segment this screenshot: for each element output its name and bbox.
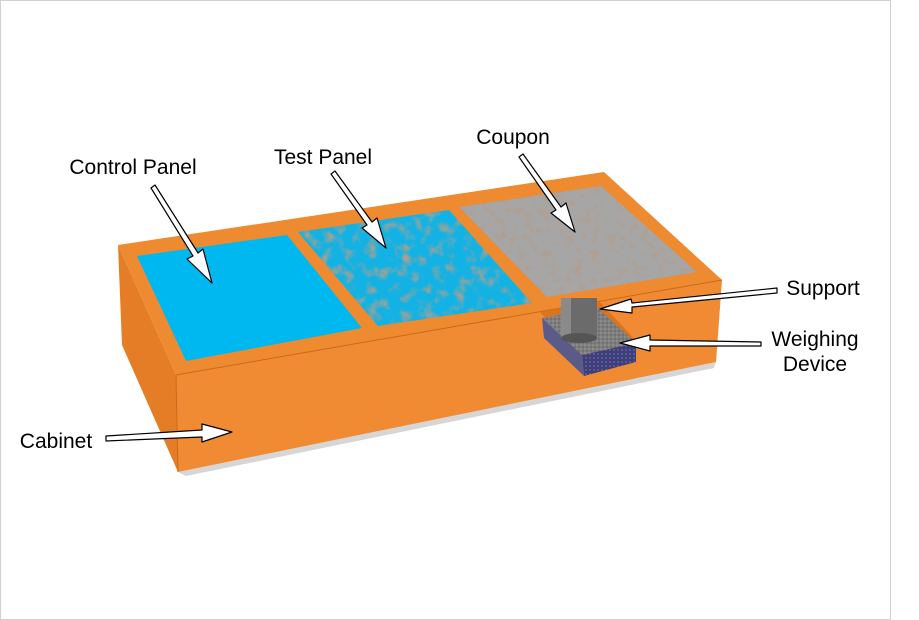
test-panel-corrosion [298, 210, 532, 326]
control-panel-arrow [150, 184, 213, 284]
coupon-arrow [518, 153, 576, 233]
test-panel [298, 210, 532, 326]
control-panel-surface [137, 235, 362, 361]
cabinet-shadow [178, 362, 716, 476]
cabinet-arrow [105, 423, 233, 443]
weighing-device-base [582, 343, 636, 376]
weighing-device-arrow [619, 334, 762, 352]
support-label: Support [786, 277, 860, 300]
support [561, 298, 597, 343]
support-arrow [599, 287, 778, 314]
cabinet-label: Cabinet [20, 430, 93, 453]
cabinet-front-edge [175, 279, 723, 376]
coupon-corrosion [459, 186, 697, 297]
support-foot [561, 333, 597, 343]
test-panel-label: Test Panel [274, 146, 372, 169]
control-panel-label: Control Panel [69, 156, 196, 179]
control-panel [137, 235, 362, 361]
weighing-assembly [540, 298, 640, 376]
cabinet-corner-edge [175, 374, 179, 473]
test-panel-arrow [330, 170, 387, 249]
weighing-device-label-line1: Weighing [771, 328, 858, 351]
leader-arrows [105, 153, 778, 443]
coupon [459, 186, 697, 297]
support-highlight [561, 298, 571, 338]
weighing-device-label-line2: Device [783, 353, 847, 376]
cabinet-left-face [118, 245, 178, 472]
coupon-label: Coupon [476, 126, 550, 149]
weighing-device-side [542, 318, 584, 376]
